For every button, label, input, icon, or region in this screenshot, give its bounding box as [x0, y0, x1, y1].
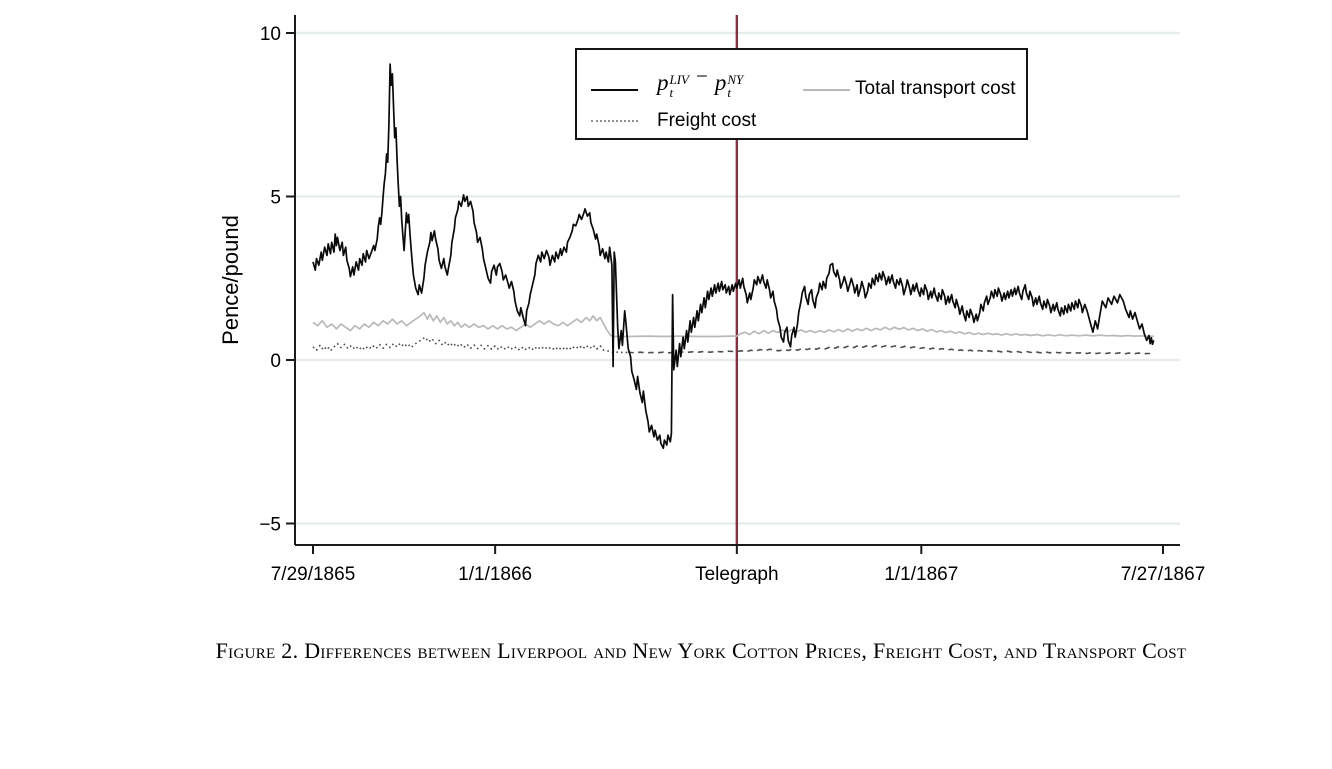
math-sub-t1: t	[669, 84, 674, 100]
transport-line-swatch	[803, 89, 850, 91]
math-minus: −	[696, 64, 708, 88]
cotton-price-chart: 10 5 0 −5 7/29/1865 1/1/1866 Telegraph 1/1/1867…	[218, 15, 1206, 585]
math-sub-t2: t	[727, 84, 731, 100]
series-freight-cost-dotted	[312, 336, 629, 354]
x-tick-label: 7/27/1867	[1121, 564, 1206, 585]
x-tick-label: 1/1/1866	[458, 564, 532, 585]
math-p1: p	[657, 70, 669, 95]
series-freight-cost-dashed	[628, 344, 1153, 355]
x-tick-label: 7/29/1865	[271, 564, 356, 585]
y-axis-title: Pence/pound	[218, 215, 243, 345]
series-p-t-liv-minus-p-t-ny	[312, 63, 1155, 450]
transport-series-label: Total transport cost	[855, 78, 1016, 99]
math-supsub-1: LIV t	[670, 73, 690, 99]
math-p2: p	[714, 70, 727, 95]
math-sup-liv: LIV	[669, 71, 690, 87]
math-supsub-2: NY t	[727, 73, 743, 99]
y-tick-label: 10	[260, 24, 281, 45]
price-diff-series-label: p LIV t − p NY t	[657, 64, 743, 99]
x-tick-label: 1/1/1867	[884, 564, 958, 585]
y-tick-label: −5	[259, 515, 281, 536]
y-tick-label: 0	[270, 351, 281, 372]
price-diff-line-swatch	[591, 89, 638, 91]
series-total-transport-cost	[312, 311, 1154, 338]
figure-caption: Figure 2. Differences between Liverpool …	[215, 638, 1187, 663]
x-tick-label: Telegraph	[695, 564, 778, 585]
math-sup-ny: NY	[727, 71, 744, 87]
y-tick-label: 5	[270, 188, 281, 209]
chart-legend: p LIV t − p NY t Total transport cost Freight …	[575, 48, 1028, 140]
freight-series-label: Freight cost	[657, 110, 757, 131]
freight-line-swatch	[591, 120, 638, 122]
